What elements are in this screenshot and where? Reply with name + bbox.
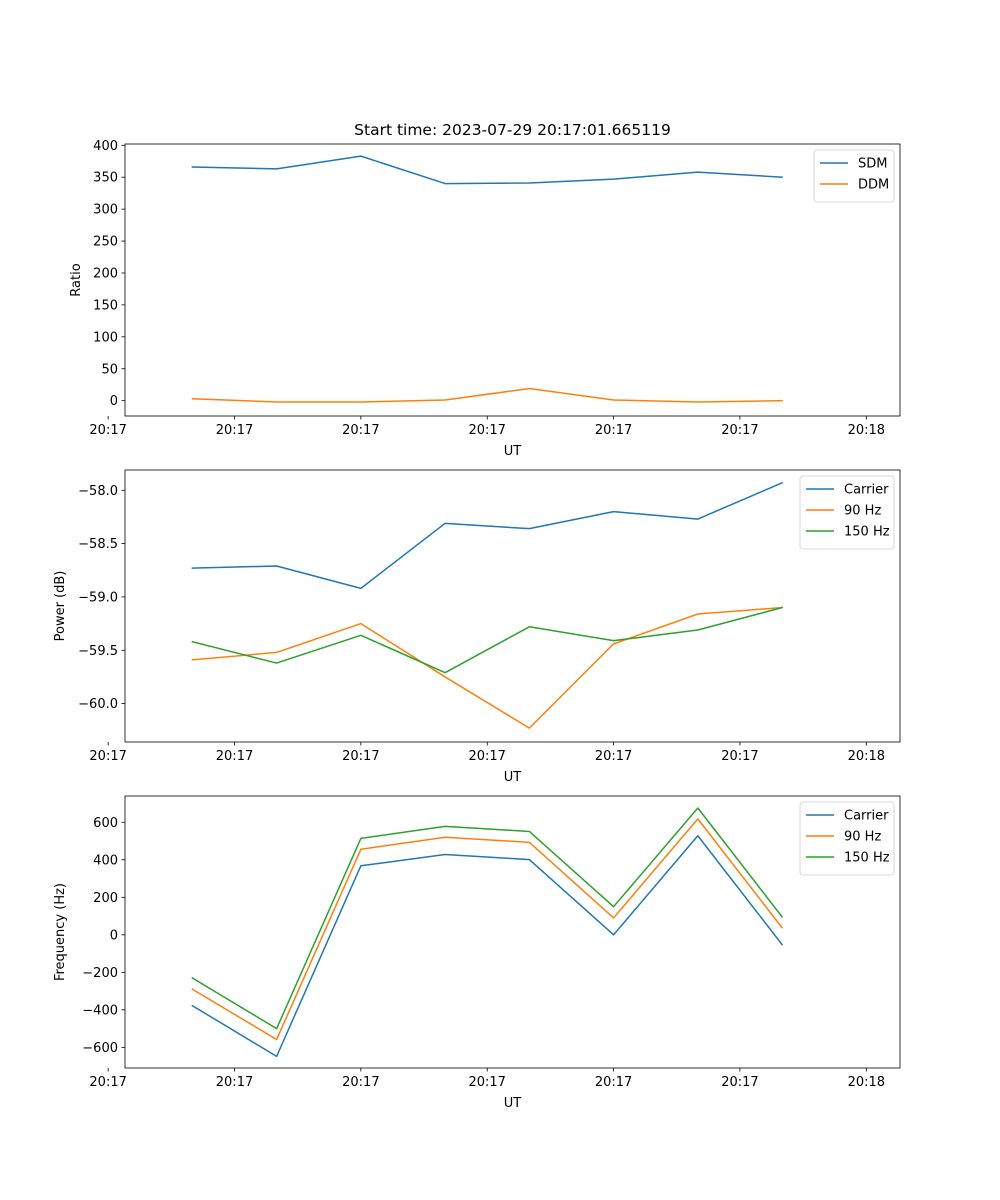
- chart-2-y-tick-label: −59.0: [78, 590, 118, 605]
- chart-3-y-tick-label: 200: [93, 891, 118, 906]
- chart-1-legend-label: SDM: [858, 157, 887, 172]
- chart-3-y-tick-label: −600: [82, 1041, 118, 1056]
- chart-3-y-tick-label: 600: [93, 816, 118, 831]
- chart-1-x-tick-label: 20:17: [721, 423, 758, 438]
- chart-2-x-tick-label: 20:17: [342, 749, 379, 764]
- chart-1-y-tick-label: 350: [93, 171, 118, 186]
- chart-1-y-tick-label: 0: [110, 394, 118, 409]
- chart-1-x-tick-label: 20:17: [89, 423, 126, 438]
- chart-1-axes-frame: [124, 143, 901, 417]
- chart-2-y-tick-label: −58.5: [78, 537, 118, 552]
- chart-1-y-tick-label: 300: [93, 203, 118, 218]
- chart-1-y-axis-label: Ratio: [69, 263, 84, 296]
- chart-1: 20:17 20:17 20:17 20:17 20:17 20:17 20:18 0 50 10…: [69, 139, 901, 459]
- chart-2-x-tick-label: 20:17: [721, 749, 758, 764]
- chart-2-y-tick-label: −58.0: [78, 484, 118, 499]
- chart-2-series-carrier-line: [191, 481, 784, 590]
- chart-3-legend-label: Carrier: [844, 809, 889, 824]
- chart-1-x-tick-label: 20:18: [848, 423, 885, 438]
- chart-1-y-tick-label: 250: [93, 235, 118, 250]
- chart-1-series-sdm-line: [191, 155, 783, 185]
- chart-3-x-tick-label: 20:17: [89, 1075, 126, 1090]
- chart-2-legend-label: 90 Hz: [844, 504, 881, 519]
- chart-2-y-axis-label: Power (dB): [53, 571, 68, 642]
- chart-2-y-tick-label: −60.0: [78, 697, 118, 712]
- chart-3-axes-frame: [124, 795, 901, 1069]
- chart-3-y-axis-label: Frequency (Hz): [53, 883, 68, 981]
- chart-1-x-tick-label: 20:17: [595, 423, 632, 438]
- chart-1-y-tick-label: 400: [93, 139, 118, 154]
- chart-1-x-tick-label: 20:17: [342, 423, 379, 438]
- chart-2-x-tick-label: 20:17: [468, 749, 505, 764]
- chart-1-y-tick-label: 50: [101, 362, 118, 377]
- chart-1-x-tick-label: 20:17: [216, 423, 253, 438]
- chart-2-legend-label: Carrier: [844, 483, 889, 498]
- chart-2-y-tick-label: −59.5: [78, 644, 118, 659]
- chart-1-x-axis-label: UT: [504, 444, 522, 459]
- chart-3-legend-label: 90 Hz: [844, 830, 881, 845]
- chart-2-x-tick-label: 20:18: [848, 749, 885, 764]
- chart-3-series-90-hz-line: [191, 818, 784, 1041]
- chart-3-series-150-hz-line: [191, 807, 784, 1030]
- chart-2-legend-label: 150 Hz: [844, 525, 890, 540]
- chart-3-y-tick-label: 0: [110, 928, 118, 943]
- chart-3-y-tick-label: 400: [93, 853, 118, 868]
- chart-3: 20:17 20:17 20:17 20:17 20:17 20:17 20:18 −600 −…: [53, 795, 901, 1111]
- chart-1-legend: SDM DDM: [813, 149, 895, 203]
- chart-2: 20:17 20:17 20:17 20:17 20:17 20:17 20:18 −60.0…: [53, 469, 901, 785]
- chart-2-x-tick-label: 20:17: [89, 749, 126, 764]
- chart-3-x-tick-label: 20:18: [848, 1075, 885, 1090]
- chart-3-x-tick-label: 20:17: [342, 1075, 379, 1090]
- chart-3-legend: Carrier 90 Hz 150 Hz: [799, 801, 895, 876]
- chart-2-x-tick-label: 20:17: [216, 749, 253, 764]
- chart-3-series-carrier-line: [191, 835, 784, 1058]
- chart-1-y-tick-label: 200: [93, 266, 118, 281]
- chart-3-x-tick-label: 20:17: [468, 1075, 505, 1090]
- chart-3-legend-label: 150 Hz: [844, 851, 890, 866]
- chart-3-x-axis-label: UT: [504, 1096, 522, 1111]
- chart-2-legend: Carrier 90 Hz 150 Hz: [799, 475, 895, 550]
- chart-3-y-tick-label: −200: [82, 966, 118, 981]
- chart-2-series-90-hz-line: [191, 606, 783, 729]
- chart-1-x-tick-label: 20:17: [468, 423, 505, 438]
- chart-1-series-ddm-line: [191, 387, 783, 403]
- chart-3-x-tick-label: 20:17: [595, 1075, 632, 1090]
- chart-2-x-tick-label: 20:17: [595, 749, 632, 764]
- chart-2-x-axis-label: UT: [504, 770, 522, 785]
- chart-3-x-tick-label: 20:17: [216, 1075, 253, 1090]
- chart-2-axes-frame: [124, 469, 901, 743]
- chart-1-legend-label: DDM: [858, 178, 889, 193]
- chart-3-x-tick-label: 20:17: [721, 1075, 758, 1090]
- chart-3-y-tick-label: −400: [82, 1003, 118, 1018]
- figure-title: Start time: 2023-07-29 20:17:01.665119: [354, 121, 671, 139]
- chart-1-y-tick-label: 100: [93, 330, 118, 345]
- chart-2-series-150-hz-line: [191, 606, 783, 674]
- chart-1-y-tick-label: 150: [93, 298, 118, 313]
